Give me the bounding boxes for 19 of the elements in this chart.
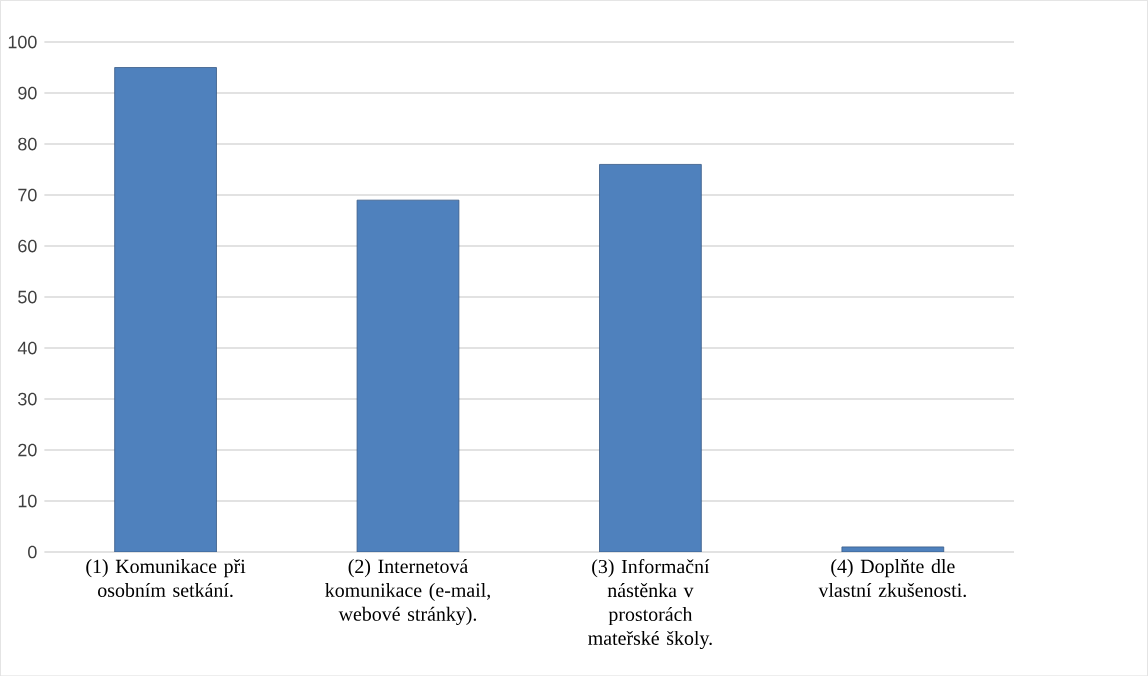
- x-tick-label: (2) Internetová komunikace (e-mail, webové stránky).: [325, 558, 490, 625]
- y-tick-label: 0: [28, 545, 37, 559]
- bar: [356, 199, 460, 552]
- bar: [599, 163, 702, 552]
- x-tick-label: (1) Komunikace při osobním setkání.: [86, 558, 246, 597]
- bar: [841, 546, 945, 552]
- y-tick-label: 80: [18, 137, 37, 151]
- y-tick-label: 90: [18, 86, 37, 100]
- y-tick-label: 60: [18, 239, 37, 253]
- y-tick-label: 70: [18, 188, 37, 202]
- y-tick-label: 100: [8, 35, 37, 49]
- y-tick-label: 50: [18, 290, 37, 304]
- x-tick-label: (4) Doplňte dle vlastní zkušenosti.: [818, 558, 966, 597]
- y-tick-label: 40: [17, 341, 37, 355]
- bar: [114, 66, 217, 552]
- y-tick-label: 10: [18, 494, 37, 508]
- y-tick-label: 30: [18, 392, 37, 406]
- x-tick-label: (3) Informační nástěnka v prostorách mateřské školy.: [588, 558, 712, 649]
- y-tick-label: 20: [18, 443, 37, 457]
